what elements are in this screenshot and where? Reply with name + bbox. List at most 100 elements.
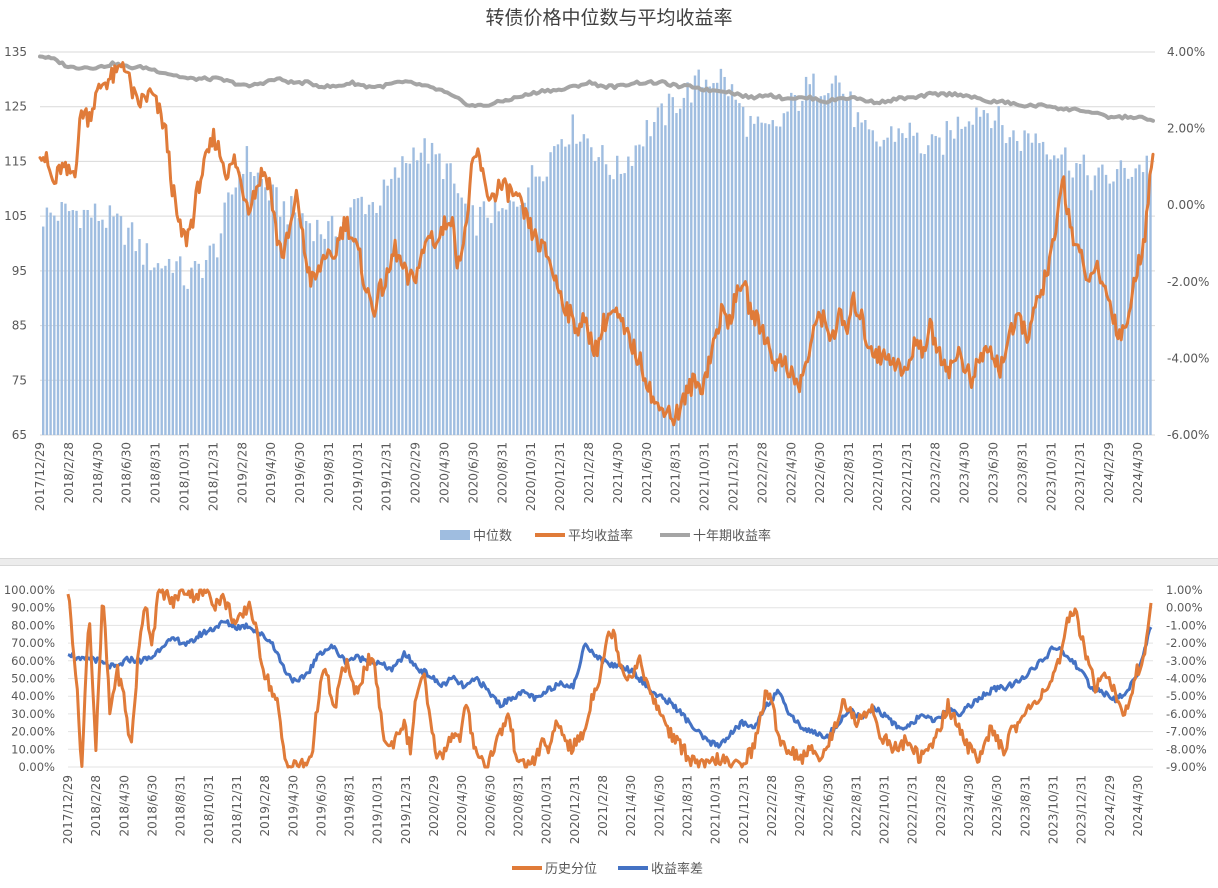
median-bar bbox=[1101, 164, 1104, 435]
median-bar bbox=[627, 156, 630, 436]
median-bar bbox=[686, 82, 689, 436]
median-bar bbox=[397, 177, 400, 435]
median-bar bbox=[590, 147, 593, 435]
median-bar bbox=[275, 187, 278, 435]
median-bar bbox=[978, 116, 982, 435]
median-bar bbox=[104, 227, 108, 435]
bottom-left-tick: 70.00% bbox=[11, 636, 55, 650]
median-bar bbox=[1149, 170, 1152, 435]
median-bar bbox=[553, 146, 556, 436]
top-x-tick: 2021/2/28 bbox=[582, 442, 596, 504]
bottom-x-tick: 2019/6/30 bbox=[314, 775, 328, 837]
median-bar bbox=[464, 203, 467, 435]
median-bar bbox=[1038, 143, 1041, 435]
median-bar bbox=[953, 138, 956, 435]
median-bar bbox=[734, 99, 737, 436]
median-bar bbox=[434, 154, 437, 436]
median-bar bbox=[216, 257, 219, 435]
median-bar bbox=[208, 245, 212, 435]
median-bar bbox=[730, 84, 734, 435]
median-bar bbox=[341, 222, 345, 435]
median-bar bbox=[656, 107, 660, 435]
median-bar bbox=[119, 216, 123, 435]
median-bar bbox=[1019, 150, 1023, 435]
median-bar bbox=[1127, 178, 1130, 435]
median-bar bbox=[404, 163, 408, 436]
median-bar bbox=[508, 200, 512, 435]
top-x-tick: 2019/12/31 bbox=[380, 442, 394, 511]
median-bar bbox=[360, 196, 363, 435]
bottom-x-tick: 2019/2/28 bbox=[258, 775, 272, 837]
legend-label: 平均收益率 bbox=[568, 528, 633, 544]
median-bar bbox=[1141, 172, 1145, 435]
bottom-x-tick: 2021/10/31 bbox=[709, 775, 723, 844]
median-bar bbox=[1075, 163, 1078, 435]
legend-label: 十年期收益率 bbox=[693, 528, 771, 544]
median-bar bbox=[445, 163, 449, 435]
bottom-x-tick: 2023/10/31 bbox=[1047, 775, 1061, 844]
median-bar bbox=[638, 144, 641, 435]
median-bar bbox=[316, 219, 319, 435]
median-bar bbox=[171, 272, 175, 435]
bottom-x-tick: 2020/2/29 bbox=[427, 775, 441, 837]
median-bar bbox=[675, 113, 678, 436]
median-bar bbox=[990, 128, 993, 435]
median-bar bbox=[301, 213, 304, 435]
top-x-tick: 2018/2/28 bbox=[62, 442, 76, 504]
median-bar bbox=[1090, 190, 1093, 435]
median-bar bbox=[771, 120, 774, 435]
bottom-x-tick: 2023/6/30 bbox=[990, 775, 1004, 837]
top-x-tick: 2019/2/28 bbox=[235, 442, 249, 504]
median-bar bbox=[382, 179, 386, 435]
median-bar bbox=[386, 185, 389, 435]
median-bar bbox=[101, 219, 104, 435]
median-bar bbox=[793, 94, 797, 436]
median-bar bbox=[449, 163, 452, 436]
top-x-tick: 2023/10/31 bbox=[1044, 442, 1058, 511]
bottom-left-tick: 40.00% bbox=[11, 689, 55, 703]
bottom-chart: 0.00% 10.00% 20.00% 30.00% 40.00% 50.00% 60.00… bbox=[4, 583, 1207, 877]
median-bar bbox=[597, 157, 600, 435]
median-bar bbox=[1067, 170, 1071, 435]
median-bar bbox=[641, 146, 645, 435]
median-bar bbox=[875, 141, 878, 435]
median-bar bbox=[490, 223, 493, 435]
median-bar bbox=[327, 221, 330, 435]
median-bar bbox=[867, 129, 871, 435]
median-bar bbox=[1078, 163, 1082, 436]
bottom-x-tick: 2021/12/31 bbox=[737, 775, 751, 844]
median-bar bbox=[919, 153, 923, 435]
bottom-left-tick: 20.00% bbox=[11, 725, 55, 739]
median-bar bbox=[97, 220, 100, 435]
median-bar bbox=[567, 144, 571, 435]
median-bar bbox=[827, 93, 830, 436]
median-bar bbox=[467, 198, 471, 435]
top-right-tick: 4.00% bbox=[1167, 45, 1205, 59]
median-bar bbox=[682, 97, 686, 435]
top-x-tick: 2020/12/31 bbox=[553, 442, 567, 511]
bottom-x-tick: 2020/6/30 bbox=[483, 775, 497, 837]
median-bar bbox=[690, 102, 693, 435]
median-bar bbox=[182, 285, 186, 435]
median-bar bbox=[223, 202, 226, 435]
median-bar bbox=[838, 82, 841, 435]
median-bar bbox=[330, 215, 334, 435]
legend-label: 历史分位 bbox=[545, 862, 597, 877]
median-bar bbox=[1071, 177, 1074, 435]
top-x-axis-labels: 2017/12/29 2018/2/28 2018/4/30 2018/6/30 201… bbox=[33, 442, 1145, 511]
median-bar bbox=[897, 128, 900, 435]
median-bar bbox=[1093, 175, 1097, 435]
top-x-tick: 2021/6/30 bbox=[640, 442, 654, 504]
median-bar bbox=[1049, 159, 1052, 436]
top-x-tick: 2021/4/30 bbox=[611, 442, 625, 504]
bottom-left-tick: 10.00% bbox=[11, 742, 55, 756]
bottom-right-tick: -6.00% bbox=[1166, 707, 1207, 721]
ten-year-yield-line bbox=[38, 54, 1155, 123]
bottom-x-tick: 2022/8/31 bbox=[849, 775, 863, 837]
bottom-gridlines bbox=[68, 589, 1153, 768]
median-bar bbox=[123, 244, 126, 435]
median-bar bbox=[227, 192, 230, 435]
median-bar bbox=[393, 167, 397, 435]
median-bar bbox=[197, 263, 200, 435]
